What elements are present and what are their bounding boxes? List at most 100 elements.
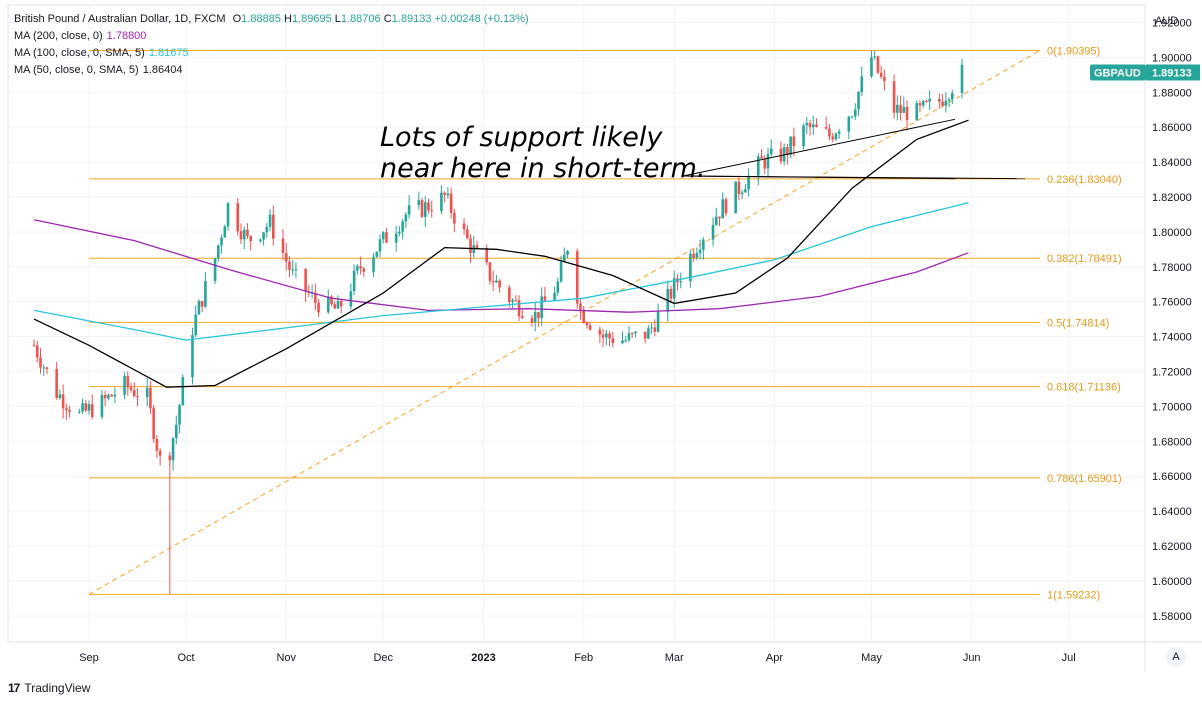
candle-body [511,300,514,302]
candle-body [498,280,501,288]
candle-body [879,72,883,77]
candle-body [734,181,737,214]
candle-body [656,311,660,332]
candle-body [533,312,537,323]
candle-body [837,131,841,134]
candle-body [68,410,71,412]
candle-body [896,104,899,113]
candle-body [520,316,524,319]
candle-body [579,303,582,310]
candle-body [808,122,812,128]
candle-body [288,261,291,270]
candle-body [223,226,227,238]
candle-body [763,158,767,169]
footer: 17 TradingView [8,681,90,695]
candle-body [769,148,773,155]
indicator-label: MA (100, close, 0, SMA, 5) [14,47,145,59]
candle-body [417,200,421,206]
candle-body [262,232,265,240]
candle-body [129,387,133,390]
candle-body [915,103,919,121]
candle-body [870,57,873,77]
candle-body [585,322,589,326]
y-tick-label: 1.74000 [1152,332,1192,344]
candle-body [32,345,36,347]
candle-body [857,92,860,110]
indicator-ma200[interactable]: MA (200, close, 0) 1.78800 [14,28,529,45]
candle-body [200,300,204,307]
candle-body [453,212,456,224]
candle-body [398,231,401,234]
y-tick-label: 1.84000 [1152,157,1192,169]
high-value: 1.89695 [291,13,332,25]
candle-body [692,253,695,258]
candle-body [317,302,320,313]
candle-body [430,210,434,212]
candle-body [268,214,272,227]
candle-body [372,257,375,272]
y-tick-label: 1.90000 [1152,52,1192,64]
y-tick-label: 1.58000 [1152,611,1192,623]
indicator-label: MA (50, close, 0, SMA, 5) [14,64,139,76]
y-tick-label: 1.60000 [1152,576,1192,588]
fib-level-label: 0(1.90395) [1047,45,1100,57]
x-tick-label: Jul [1062,652,1076,664]
auto-scale-button[interactable]: A [1166,647,1186,667]
candle-body [175,424,178,439]
candle-body [847,116,851,132]
candle-body [246,229,249,237]
candle-body [284,253,288,262]
candle-body [588,325,592,330]
tradingview-logo-icon: 17 [8,681,20,695]
candle-body [624,340,628,342]
candle-body [158,450,162,456]
candle-body [850,116,854,118]
fib-level-label: 0.618(1.71136) [1047,382,1121,394]
indicator-ma50[interactable]: MA (50, close, 0, SMA, 5) 1.86404 [14,62,529,79]
y-tick-label: 1.64000 [1152,506,1192,518]
candle-body [566,251,569,255]
candle-body [925,100,928,102]
candle-body [488,262,492,281]
indicator-value: 1.81675 [148,47,189,59]
ohlc-row: British Pound / Australian Dollar, 1D, F… [14,11,529,28]
candle-body [110,394,113,397]
currency-label: AUD [1155,15,1178,27]
fib-level-label: 0.786(1.65901) [1047,473,1122,485]
chart-legend: British Pound / Australian Dollar, 1D, F… [14,11,529,79]
candle-body [181,377,185,406]
symbol-label: GBPAUD [1094,67,1141,79]
plot-area [7,4,1146,643]
candle-body [766,154,770,169]
candle-body [899,104,902,113]
candle-body [938,98,941,102]
candle-body [711,224,715,240]
candle-body [362,268,366,272]
candle-body [446,193,450,196]
candle-body [45,367,49,369]
candle-body [326,296,330,313]
candle-body [381,232,385,240]
symbol-title: British Pound / Australian Dollar, 1D, F… [14,13,226,25]
candle-body [84,403,88,411]
candle-body [876,56,880,73]
fib-level-label: 0.382(1.78491) [1047,253,1122,265]
candle-body [831,136,834,140]
candle-body [698,249,702,253]
candle-body [537,312,540,319]
candle-body [805,122,809,126]
candle-body [883,76,886,82]
candle-body [304,268,307,292]
candle-body [149,387,152,409]
indicator-ma100[interactable]: MA (100, close, 0, SMA, 5) 1.81675 [14,45,529,62]
candle-body [782,147,786,162]
candle-body [378,239,382,252]
candle-body [757,156,760,176]
candle-body [39,357,42,368]
y-tick-label: 1.66000 [1152,471,1192,483]
candle-body [220,237,223,246]
candle-body [449,193,453,213]
change-value: +0.00248 (+0.13%) [434,13,529,25]
candle-body [239,231,243,240]
